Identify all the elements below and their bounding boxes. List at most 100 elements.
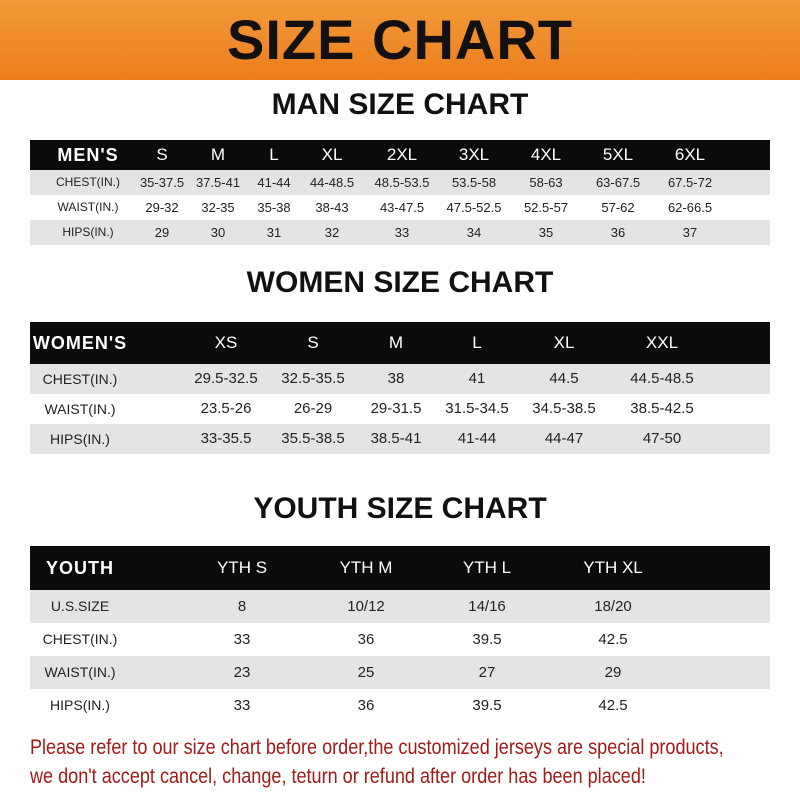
table-cell: 58-63 — [529, 175, 563, 190]
women-table-title: WOMEN SIZE CHART — [246, 266, 554, 299]
youth-size-table: YOUTH YTH S YTH M YTH L YTH XL U.S.SIZE 8 10/12… — [30, 546, 770, 722]
measurement-label: WAIST(IN.) — [44, 664, 116, 680]
table-cell: 44.5 — [549, 370, 579, 387]
size-column-header: M — [388, 333, 404, 352]
men-table-title: MAN SIZE CHART — [271, 88, 529, 121]
table-cell: 63-67.5 — [595, 175, 641, 190]
table-cell: 67.5-72 — [667, 175, 713, 190]
table-cell: 42.5 — [598, 631, 628, 648]
table-cell: 39.5 — [472, 697, 502, 714]
table-cell: 32 — [324, 225, 340, 240]
table-cell: 41 — [468, 370, 486, 387]
table-cell: 23.5-26 — [200, 400, 252, 417]
table-cell: 31 — [266, 225, 282, 240]
table-cell: 25 — [357, 664, 375, 681]
size-column-header: L — [269, 145, 279, 164]
size-column-header: XS — [214, 333, 238, 352]
title-banner: SIZE CHART — [0, 0, 800, 80]
men-size-table: MEN'S S M L XL 2XL 3XL 4XL 5XL 6XL CHEST(IN.) 35-37… — [30, 140, 770, 245]
table-row: CHEST(IN.) 29.5-32.5 32.5-35.5 38 41 44.5 44.5… — [30, 364, 770, 394]
table-cell: 37.5-41 — [195, 175, 241, 190]
measurement-label: CHEST(IN.) — [56, 175, 120, 189]
measurement-label: CHEST(IN.) — [42, 371, 118, 387]
table-row: U.S.SIZE 8 10/12 14/16 18/20 — [30, 590, 770, 623]
order-notice: Please refer to our size chart before or… — [30, 733, 770, 791]
table-cell: 33-35.5 — [200, 430, 252, 447]
table-row: WAIST(IN.) 23 25 27 29 — [30, 656, 770, 689]
table-cell: 33 — [233, 697, 251, 714]
size-column-header: 6XL — [674, 145, 706, 164]
table-row: WAIST(IN.) 29-32 32-35 35-38 38-43 43-47.5 47.… — [30, 195, 770, 220]
table-cell: 27 — [478, 664, 496, 681]
table-header-row: WOMEN'S XS S M L XL XXL — [30, 322, 770, 364]
measurement-label: CHEST(IN.) — [42, 631, 118, 647]
table-cell: 38.5-41 — [370, 430, 422, 447]
notice-line-2: we don't accept cancel, change, teturn o… — [30, 765, 646, 788]
size-column-header: 3XL — [458, 145, 490, 164]
table-cell: 29.5-32.5 — [194, 370, 258, 387]
size-column-header: XXL — [645, 333, 679, 352]
table-cell: 33 — [233, 631, 251, 648]
table-cell: 48.5-53.5 — [374, 175, 430, 190]
table-cell: 34 — [466, 225, 482, 240]
size-column-header: S — [156, 145, 168, 164]
measurement-label: WAIST(IN.) — [44, 401, 116, 417]
table-row: HIPS(IN.) 33 36 39.5 42.5 — [30, 689, 770, 722]
table-cell: 26-29 — [293, 400, 333, 417]
size-column-header: L — [472, 333, 482, 352]
measurement-label: HIPS(IN.) — [62, 225, 114, 239]
size-column-header: YTH M — [339, 558, 393, 577]
size-column-header: 2XL — [386, 145, 418, 164]
table-cell: 43-47.5 — [379, 200, 425, 215]
table-cell: 31.5-34.5 — [445, 400, 509, 417]
table-cell: 36 — [357, 631, 375, 648]
size-column-header: S — [307, 333, 319, 352]
table-cell: 44-48.5 — [309, 175, 355, 190]
table-cell: 29-32 — [145, 200, 179, 215]
youth-table-title: YOUTH SIZE CHART — [253, 492, 547, 525]
table-cell: 18/20 — [594, 598, 632, 615]
table-cell: 57-62 — [601, 200, 635, 215]
table-cell: 35-38 — [257, 200, 291, 215]
page-title: SIZE CHART — [227, 8, 573, 71]
table-cell: 8 — [237, 598, 247, 615]
table-cell: 39.5 — [472, 631, 502, 648]
table-cell: 44-47 — [544, 430, 584, 447]
measurement-label: HIPS(IN.) — [50, 431, 110, 447]
table-cell: 42.5 — [598, 697, 628, 714]
table-cell: 52.5-57 — [523, 200, 569, 215]
table-row: CHEST(IN.) 33 36 39.5 42.5 — [30, 623, 770, 656]
table-label-header: MEN'S — [57, 145, 119, 165]
size-column-header: M — [210, 145, 226, 164]
table-cell: 44.5-48.5 — [630, 370, 694, 387]
size-column-header: YTH XL — [583, 558, 643, 577]
table-cell: 32-35 — [201, 200, 235, 215]
table-cell: 35 — [538, 225, 554, 240]
size-column-header: YTH S — [216, 558, 268, 577]
table-cell: 38 — [387, 370, 405, 387]
table-cell: 34.5-38.5 — [532, 400, 596, 417]
table-row: HIPS(IN.) 29 30 31 32 33 34 35 36 37 — [30, 220, 770, 245]
table-cell: 53.5-58 — [451, 175, 497, 190]
table-cell: 35-37.5 — [139, 175, 185, 190]
table-cell: 36 — [357, 697, 375, 714]
table-cell: 33 — [394, 225, 410, 240]
size-column-header: YTH L — [462, 558, 512, 577]
table-cell: 37 — [682, 225, 698, 240]
table-cell: 29-31.5 — [370, 400, 422, 417]
table-cell: 41-44 — [257, 175, 291, 190]
table-cell: 47-50 — [642, 430, 682, 447]
table-cell: 10/12 — [347, 598, 385, 615]
size-column-header: XL — [553, 333, 575, 352]
size-column-header: 5XL — [602, 145, 634, 164]
table-cell: 14/16 — [468, 598, 506, 615]
table-cell: 29 — [154, 225, 170, 240]
table-header-row: YOUTH YTH S YTH M YTH L YTH XL — [30, 546, 770, 590]
table-cell: 41-44 — [457, 430, 497, 447]
table-header-row: MEN'S S M L XL 2XL 3XL 4XL 5XL 6XL — [30, 140, 770, 170]
table-cell: 38.5-42.5 — [630, 400, 694, 417]
measurement-label: HIPS(IN.) — [50, 697, 110, 713]
table-row: CHEST(IN.) 35-37.5 37.5-41 41-44 44-48.5 48.5… — [30, 170, 770, 195]
table-label-header: WOMEN'S — [32, 333, 128, 353]
measurement-label: WAIST(IN.) — [57, 200, 119, 214]
